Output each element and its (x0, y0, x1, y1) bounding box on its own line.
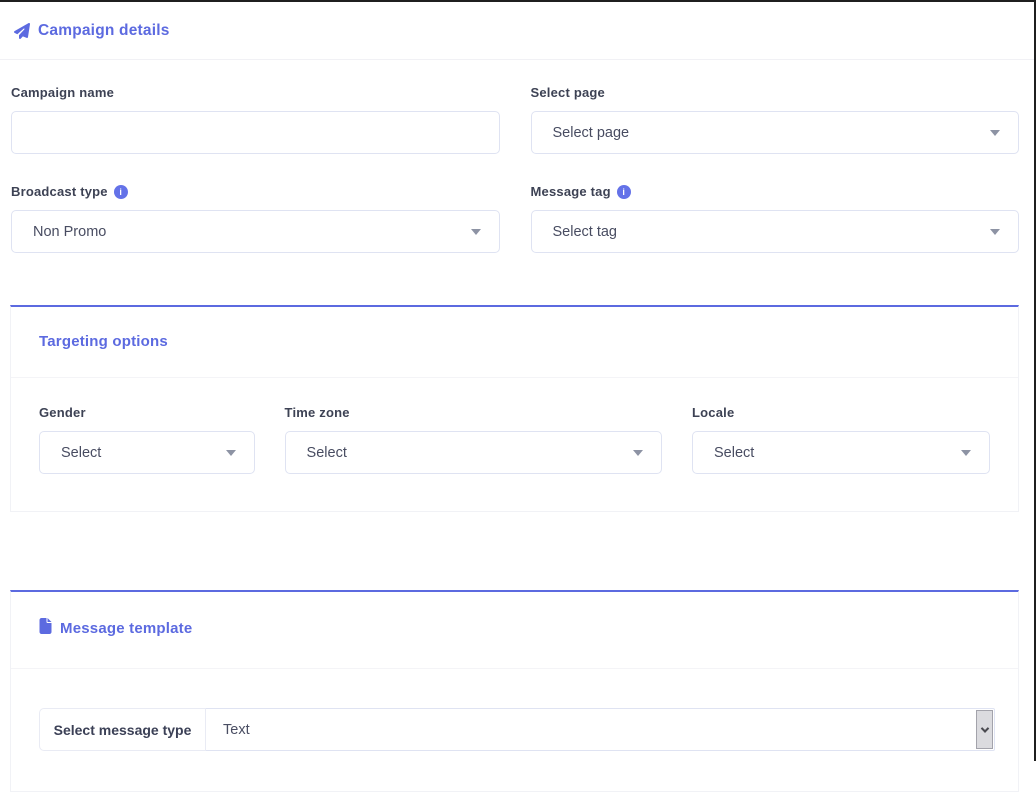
chevron-down-icon (990, 129, 1000, 136)
timezone-value: Select (306, 444, 347, 461)
gender-dropdown[interactable]: Select (39, 431, 255, 474)
timezone-field: Time zone Select (284, 405, 662, 474)
broadcast-type-field: Broadcast type i Non Promo (11, 184, 500, 253)
page-title-label: Campaign details (38, 21, 170, 39)
document-icon (39, 618, 52, 639)
campaign-name-field: Campaign name (11, 85, 500, 154)
locale-field: Locale Select (692, 405, 990, 474)
campaign-name-input[interactable] (11, 111, 500, 154)
chevron-down-icon (961, 449, 971, 456)
locale-label: Locale (692, 405, 735, 420)
select-page-label: Select page (531, 85, 1020, 101)
select-dropdown-button[interactable] (976, 710, 993, 749)
chevron-down-icon (225, 449, 236, 456)
select-page-dropdown[interactable]: Select page (530, 111, 1019, 154)
message-template-body: Select message type Text (11, 669, 1018, 791)
campaign-name-label: Campaign name (11, 85, 500, 101)
info-icon[interactable]: i (616, 185, 631, 199)
message-template-title: Message template (39, 618, 990, 639)
locale-dropdown[interactable]: Select (692, 431, 990, 474)
chevron-down-icon (990, 228, 1000, 235)
message-type-input-group: Select message type Text (39, 708, 995, 751)
message-type-value: Text (223, 721, 250, 738)
campaign-form: Campaign name Select page Select page Br… (0, 60, 1034, 283)
timezone-dropdown[interactable]: Select (284, 431, 662, 474)
info-icon[interactable]: i (113, 185, 128, 199)
page-title: Campaign details (14, 22, 170, 40)
message-type-label: Select message type (39, 708, 206, 751)
timezone-label: Time zone (284, 405, 350, 420)
message-tag-dropdown[interactable]: Select tag (530, 210, 1019, 253)
gender-value: Select (61, 444, 102, 461)
select-page-label-text: Select page (530, 85, 605, 100)
broadcast-type-label-text: Broadcast type (11, 184, 108, 199)
chevron-down-icon (633, 449, 643, 456)
select-page-value: Select page (552, 124, 630, 141)
message-type-select[interactable]: Text (206, 708, 995, 751)
message-tag-field: Message tag i Select tag (530, 184, 1020, 253)
gender-field: Gender Select (39, 405, 255, 474)
targeting-options-body: Gender Select Time zone Select Locale Se… (11, 378, 1018, 511)
broadcast-type-value: Non Promo (33, 223, 107, 240)
message-template-header: Message template (11, 592, 1018, 669)
broadcast-type-dropdown[interactable]: Non Promo (11, 210, 500, 253)
message-tag-label-text: Message tag (530, 184, 611, 199)
message-tag-label: Message tag i (531, 184, 1020, 200)
targeting-options-title: Targeting options (39, 333, 168, 350)
page-header: Campaign details (0, 2, 1034, 60)
message-template-card: Message template Select message type Tex… (10, 590, 1019, 792)
broadcast-type-label: Broadcast type i (11, 184, 500, 200)
message-template-title-text: Message template (60, 619, 193, 637)
select-page-field: Select page Select page (530, 85, 1020, 154)
chevron-down-icon (980, 723, 989, 733)
targeting-options-card: Targeting options Gender Select Time zon… (10, 305, 1019, 512)
chevron-down-icon (470, 228, 481, 235)
gender-label: Gender (39, 405, 86, 420)
paper-plane-icon (14, 22, 30, 39)
locale-value: Select (714, 444, 755, 461)
targeting-options-header: Targeting options (11, 307, 1018, 378)
message-tag-value: Select tag (552, 223, 618, 240)
campaign-name-label-text: Campaign name (11, 85, 115, 100)
